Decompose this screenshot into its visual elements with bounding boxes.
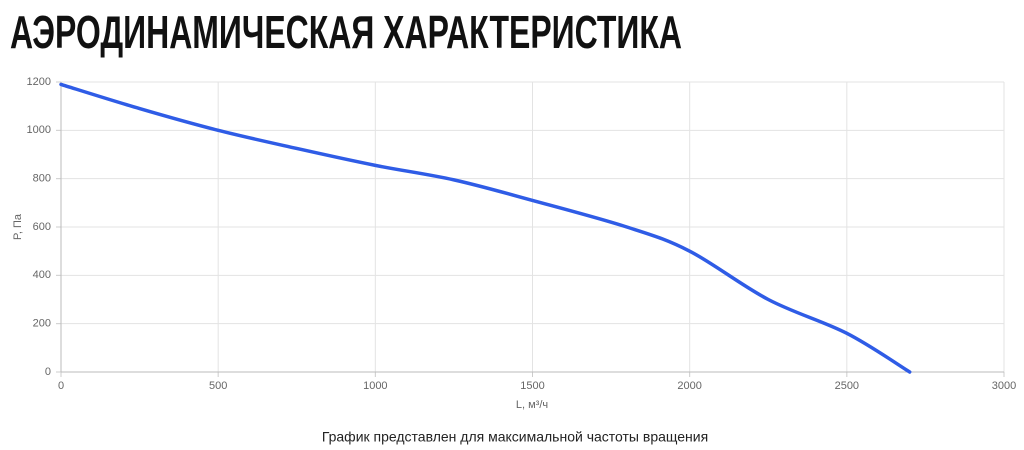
y-tick-label: 600 <box>33 221 51 233</box>
y-tick-label: 200 <box>33 318 51 330</box>
y-tick-label: 0 <box>45 366 51 378</box>
x-tick-label: 500 <box>209 380 227 392</box>
chart-title: АЭРОДИНАМИЧЕСКАЯ ХАРАКТЕРИСТИКА <box>10 6 682 58</box>
line-series <box>59 82 912 374</box>
x-tick-label: 3000 <box>992 380 1016 392</box>
chart-note: График представлен для максимальной част… <box>322 429 708 445</box>
y-tick-label: 800 <box>33 173 51 185</box>
x-tick-label: 2500 <box>835 380 859 392</box>
x-tick-label: 2000 <box>677 380 701 392</box>
y-tick-label: 1200 <box>27 76 51 88</box>
y-tick-label: 400 <box>33 269 51 281</box>
x-tick-label: 1000 <box>363 380 387 392</box>
y-axis-label: P, Па <box>12 213 24 240</box>
x-tick-label: 1500 <box>520 380 544 392</box>
x-tick-label: 0 <box>58 380 64 392</box>
y-tick-label: 1000 <box>27 124 51 136</box>
x-axis-label: L, м³/ч <box>516 399 548 411</box>
